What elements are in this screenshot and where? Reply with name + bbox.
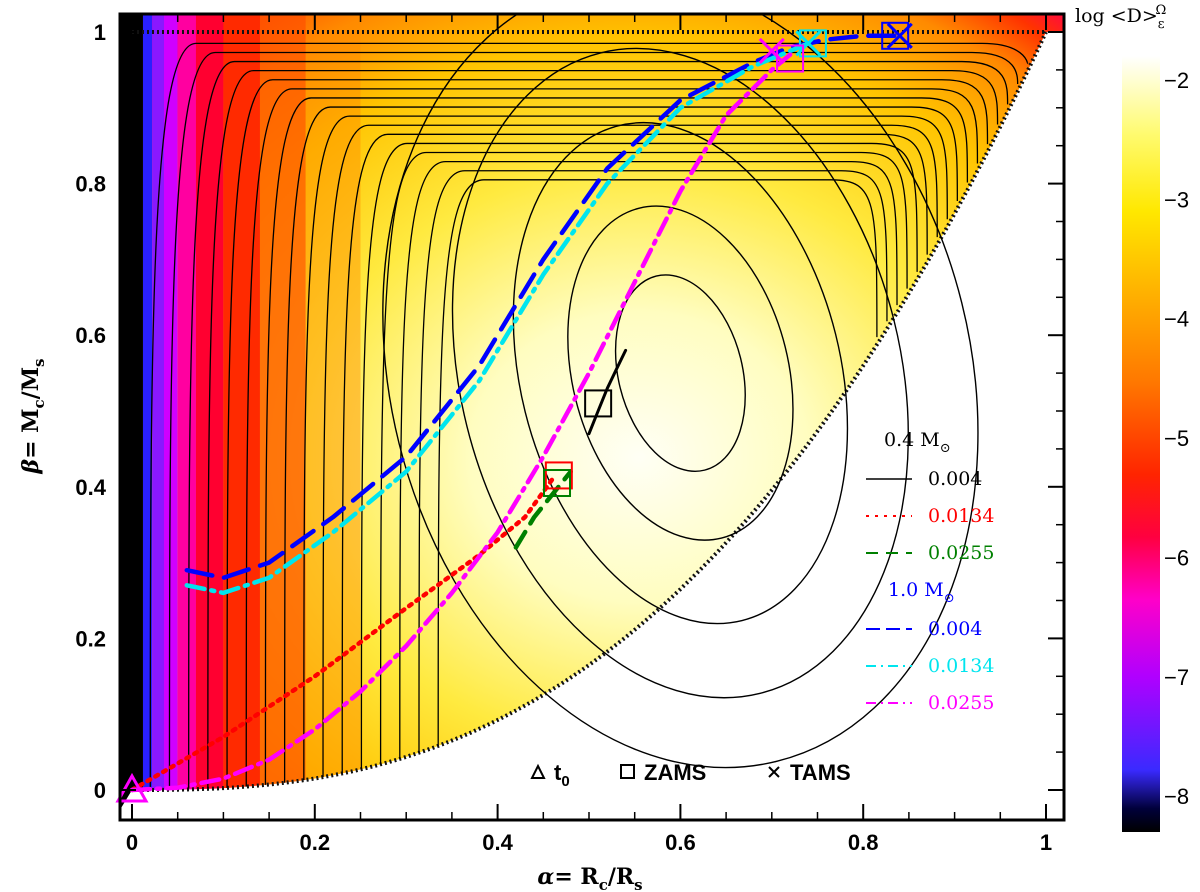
colorbar-tick-label: −7 <box>1164 665 1189 690</box>
x-tick-label: 1 <box>1040 830 1052 855</box>
contour-line <box>614 274 746 472</box>
x-tick-label: 0.2 <box>300 830 331 855</box>
zams-marker <box>798 29 827 58</box>
contour-line <box>303 115 948 781</box>
contour-line <box>245 88 979 787</box>
legend-entry-label: 0.0255 <box>928 542 994 564</box>
contour-line <box>360 142 918 770</box>
tams-marker <box>886 22 913 49</box>
legend-group-title: 0.4 M⊙ <box>884 429 951 456</box>
contour-line <box>399 160 898 759</box>
evolution-tracks <box>129 33 903 793</box>
colorbar-tick-label: −2 <box>1164 68 1189 93</box>
heatmap-band <box>305 14 361 820</box>
colorbar-tick-label: −6 <box>1164 545 1189 570</box>
contour-lines <box>149 14 1029 789</box>
colorbar-tick-label: −3 <box>1164 187 1189 212</box>
track-line <box>184 33 903 581</box>
plot-frame <box>118 12 1066 822</box>
colorbar-tick-label: −5 <box>1164 426 1189 451</box>
marker-legend-label: t0 <box>554 760 570 790</box>
y-tick-label: 0 <box>94 778 106 803</box>
marker-legend: t0 ZAMS TAMS <box>530 760 851 790</box>
legend-entry-label: 0.0134 <box>928 655 994 677</box>
heatmap-band <box>142 14 153 820</box>
colorbar-gradient <box>1122 56 1160 832</box>
heatmap-band <box>223 14 260 820</box>
contour-line <box>226 79 989 788</box>
y-tick-label: 0.8 <box>75 172 106 197</box>
contour-line <box>207 70 999 789</box>
axes: 0 0.2 0.4 0.6 0.8 1 0 0.2 0.4 0.6 0.8 1 α= Rc/Rs β= M… <box>18 14 1064 892</box>
heatmap-band <box>152 14 164 820</box>
heatmap-band <box>177 14 196 820</box>
contour-line <box>437 179 878 746</box>
y-tick-label: 0.6 <box>75 323 106 348</box>
legend-entry-label: 0.0255 <box>928 692 994 714</box>
zams-marker <box>776 44 805 73</box>
track-line <box>184 41 811 596</box>
contour-line <box>382 14 979 769</box>
legend-entry-label: 0.004 <box>928 468 982 490</box>
zams-marker <box>544 461 573 490</box>
y-tick-label: 1 <box>94 20 106 45</box>
colorbar-title: log <D>εΩ <box>1075 3 1166 32</box>
contour-line <box>379 151 908 765</box>
x-tick-label: 0 <box>126 830 138 855</box>
legend: 0.4 M⊙ 0.004 0.0134 0.0255 1.0 M⊙ 0.004 0.0134… <box>866 429 994 714</box>
y-axis-label: β= Mc/Ms <box>18 358 48 474</box>
colorbar: −2 −3 −4 −5 −6 −7 −8 log <D>εΩ <box>1075 3 1189 832</box>
marker-legend-label: TAMS <box>790 760 851 785</box>
x-icon <box>768 766 780 778</box>
x-axis-label: α= Rc/Rs <box>537 864 642 892</box>
legend-entry-label: 0.0134 <box>928 505 994 527</box>
contour-line <box>168 51 1019 789</box>
colorbar-tick-label: −8 <box>1164 784 1189 809</box>
unphysical-region <box>120 32 1064 820</box>
contour-line <box>341 133 928 774</box>
track-line <box>129 52 793 793</box>
heatmap-band <box>120 14 143 820</box>
x-tick-label: 0.8 <box>848 830 879 855</box>
contour-line <box>149 42 1029 789</box>
track-line <box>513 469 573 550</box>
colorbar-tick-label: −4 <box>1164 307 1189 332</box>
legend-entry-label: 0.004 <box>928 618 982 640</box>
track-markers <box>115 21 913 803</box>
tams-marker <box>795 30 822 57</box>
contour-line <box>322 124 938 778</box>
marker-legend-label: ZAMS <box>644 760 706 785</box>
track-line <box>587 348 628 436</box>
zams-marker <box>881 21 910 50</box>
x-tick-label: 0.6 <box>665 830 696 855</box>
tams-marker <box>758 37 785 65</box>
heatmap-layer <box>120 14 1064 820</box>
square-icon <box>620 764 635 779</box>
x-tick-label: 0.4 <box>482 830 513 855</box>
t0-marker <box>115 772 149 803</box>
y-tick-label: 0.4 <box>75 475 106 500</box>
track-line <box>129 476 555 793</box>
contour-line <box>264 97 969 785</box>
triangle-icon <box>530 763 546 779</box>
zams-marker <box>584 389 613 418</box>
y-tick-label: 0.2 <box>75 626 106 651</box>
contour-line <box>418 170 888 753</box>
zams-marker <box>543 469 572 498</box>
contour-line <box>283 106 958 783</box>
legend-group-title: 1.0 M⊙ <box>888 579 955 606</box>
contour-line <box>188 60 1009 789</box>
